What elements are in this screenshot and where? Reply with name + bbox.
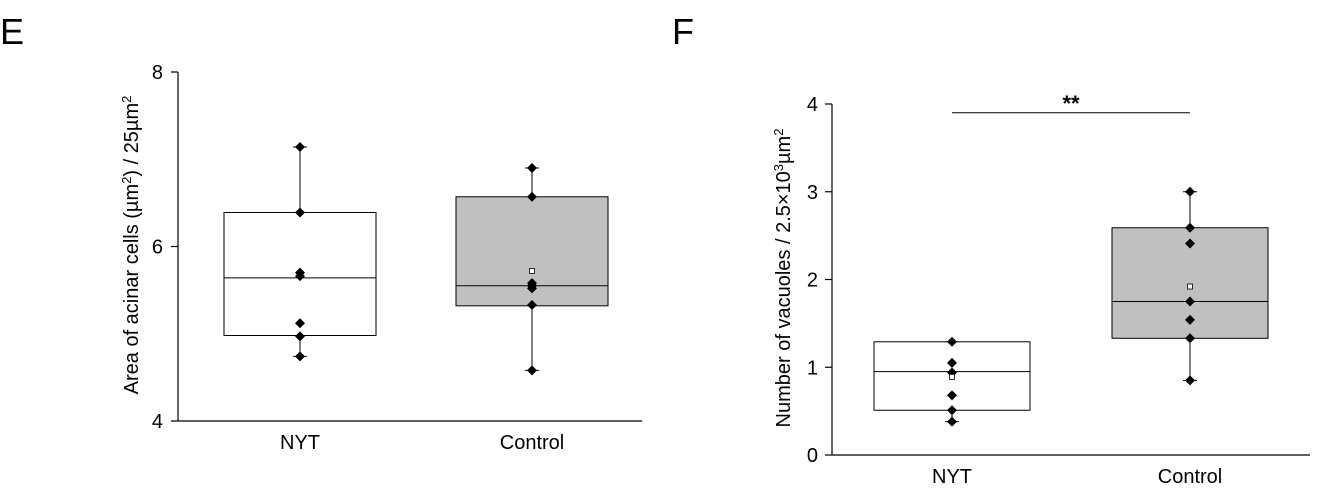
- panel-f: F Number of vacuoles / 2.5×103µm2 0 1 2 3 4 N…: [672, 11, 1310, 488]
- x-tick-label-f: Control: [1158, 466, 1222, 488]
- mean-marker-e: [529, 268, 535, 274]
- y-tick-label-e: 6: [152, 237, 163, 259]
- y-axis-label-f: Number of vacuoles / 2.5×103µm2: [771, 129, 796, 428]
- data-point-e: [295, 331, 305, 342]
- data-point-f: [1185, 314, 1195, 325]
- data-point-f: [1185, 375, 1195, 386]
- data-point-f: [1185, 238, 1195, 249]
- significance-label-f: **: [1062, 91, 1080, 116]
- y-tick-label-f: 2: [807, 270, 818, 292]
- data-point-e: [527, 162, 537, 173]
- data-point-f: [1185, 296, 1195, 307]
- y-tick-label-e: 4: [152, 411, 163, 433]
- data-point-f: [1185, 186, 1195, 197]
- data-point-f: [947, 390, 957, 401]
- panel-letter-f: F: [672, 11, 694, 52]
- data-point-e: [527, 191, 537, 202]
- x-tick-label-e: NYT: [280, 432, 320, 454]
- x-tick-label-e: Control: [500, 432, 564, 454]
- data-point-f: [947, 416, 957, 427]
- data-point-e: [527, 299, 537, 310]
- mean-marker-f: [949, 374, 955, 380]
- panel-letter-e: E: [0, 11, 24, 52]
- x-tick-label-f: NYT: [932, 466, 972, 488]
- data-point-e: [295, 142, 305, 153]
- y-tick-label-f: 4: [807, 94, 818, 116]
- data-point-e: [295, 271, 305, 282]
- mean-marker-f: [1187, 283, 1193, 290]
- data-point-e: [295, 207, 305, 218]
- y-tick-label-f: 1: [807, 357, 818, 379]
- panel-e: E Area of acinar cells (µm2) / 25µm2 4 6 8…: [0, 11, 642, 454]
- y-tick-label-f: 0: [807, 445, 818, 467]
- plot-area-f: 0 1 2 3 4 NYT Control **: [807, 91, 1310, 488]
- data-point-f: [1185, 222, 1195, 233]
- y-tick-label-f: 3: [807, 182, 818, 204]
- data-point-f: [947, 357, 957, 368]
- data-point-f: [947, 405, 957, 416]
- plot-area-e: 4 6 8 NYT Control: [152, 62, 642, 454]
- data-point-e: [527, 283, 537, 294]
- data-point-e: [527, 365, 537, 376]
- data-point-e: [295, 318, 305, 329]
- data-point-e: [295, 351, 305, 362]
- y-tick-label-e: 8: [152, 62, 163, 84]
- data-point-f: [1185, 333, 1195, 344]
- y-axis-label-e: Area of acinar cells (µm2) / 25µm2: [119, 96, 144, 395]
- data-point-f: [947, 336, 957, 347]
